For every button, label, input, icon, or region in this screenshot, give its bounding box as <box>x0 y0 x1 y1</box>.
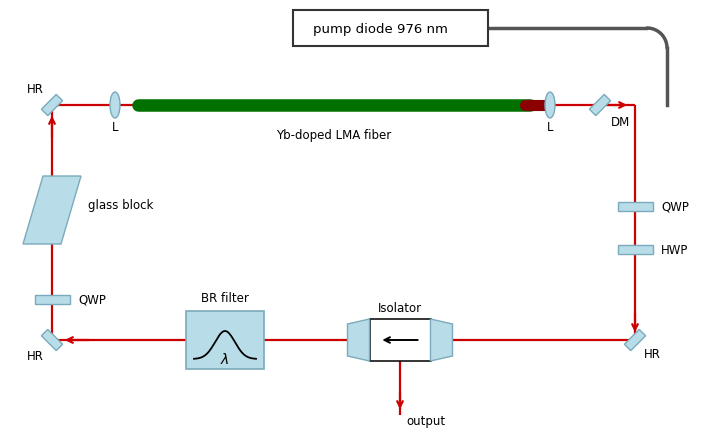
Ellipse shape <box>545 92 555 118</box>
Ellipse shape <box>110 92 120 118</box>
Bar <box>369 319 430 361</box>
Polygon shape <box>347 319 369 361</box>
Text: pump diode 976 nm: pump diode 976 nm <box>312 23 447 35</box>
Text: DM: DM <box>611 116 630 129</box>
Text: L: L <box>547 120 553 133</box>
Text: HWP: HWP <box>661 243 689 256</box>
Bar <box>186 311 264 369</box>
Text: output: output <box>406 416 445 429</box>
Polygon shape <box>41 94 62 116</box>
Text: HR: HR <box>643 348 660 361</box>
Text: HR: HR <box>26 82 43 95</box>
Text: glass block: glass block <box>88 198 153 211</box>
Text: QWP: QWP <box>661 201 689 214</box>
Bar <box>293 10 488 46</box>
Text: Yb-doped LMA fiber: Yb-doped LMA fiber <box>276 129 392 142</box>
Text: Isolator: Isolator <box>378 302 422 314</box>
Text: $\lambda$: $\lambda$ <box>220 351 230 367</box>
Polygon shape <box>41 329 62 351</box>
Bar <box>618 202 652 211</box>
Polygon shape <box>430 319 452 361</box>
Polygon shape <box>589 94 611 116</box>
Bar <box>35 296 70 304</box>
Bar <box>618 245 652 255</box>
Text: L: L <box>111 120 119 133</box>
Text: BR filter: BR filter <box>201 292 249 304</box>
Polygon shape <box>624 329 645 351</box>
Text: HR: HR <box>26 350 43 362</box>
Polygon shape <box>23 176 81 244</box>
Text: QWP: QWP <box>78 293 106 307</box>
